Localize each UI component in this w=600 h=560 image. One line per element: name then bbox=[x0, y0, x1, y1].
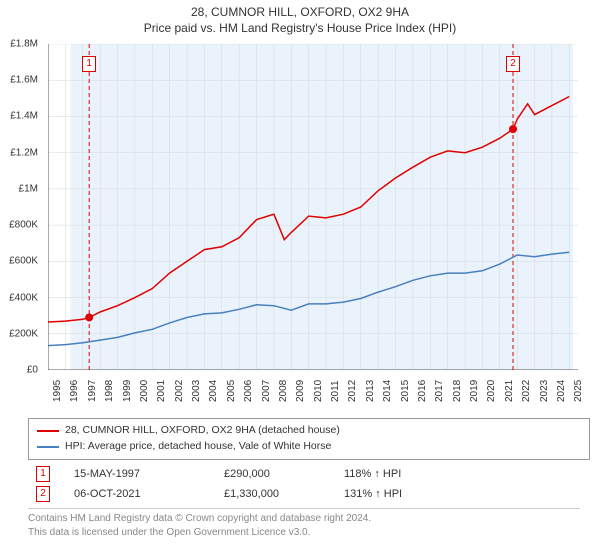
sale-hpi: 131% ↑ HPI bbox=[344, 488, 402, 500]
x-tick-label: 2009 bbox=[295, 380, 306, 402]
x-tick-label: 2023 bbox=[539, 380, 550, 402]
x-tick-label: 2006 bbox=[243, 380, 254, 402]
callout-2: 2 bbox=[506, 56, 520, 72]
y-tick-label: £400K bbox=[9, 292, 38, 303]
y-axis-labels: £0£200K£400K£600K£800K£1M£1.2M£1.4M£1.6M… bbox=[0, 44, 44, 370]
title-subtitle: Price paid vs. HM Land Registry's House … bbox=[0, 20, 600, 36]
x-tick-label: 1996 bbox=[69, 380, 80, 402]
y-tick-label: £1.4M bbox=[10, 111, 38, 122]
sale-hpi: 118% ↑ HPI bbox=[344, 468, 401, 480]
title-address: 28, CUMNOR HILL, OXFORD, OX2 9HA bbox=[0, 4, 600, 20]
sale-index: 1 bbox=[36, 466, 50, 482]
footer-line1: Contains HM Land Registry data © Crown c… bbox=[28, 512, 572, 526]
x-tick-label: 2004 bbox=[208, 380, 219, 402]
legend-swatch bbox=[37, 430, 59, 432]
legend-swatch bbox=[37, 446, 59, 448]
x-tick-label: 2015 bbox=[400, 380, 411, 402]
sales-table: 1 15-MAY-1997£290,000118% ↑ HPI 2 06-OCT-20… bbox=[28, 460, 580, 509]
x-tick-label: 2025 bbox=[573, 380, 584, 402]
y-tick-label: £0 bbox=[27, 365, 38, 376]
legend-label: 28, CUMNOR HILL, OXFORD, OX2 9HA (detach… bbox=[65, 423, 340, 439]
x-tick-label: 2008 bbox=[278, 380, 289, 402]
y-tick-label: £1.2M bbox=[10, 147, 38, 158]
sale-price: £290,000 bbox=[224, 468, 344, 480]
chart-title-block: 28, CUMNOR HILL, OXFORD, OX2 9HA Price p… bbox=[0, 0, 600, 36]
sale-index: 2 bbox=[36, 486, 50, 502]
y-tick-label: £600K bbox=[9, 256, 38, 267]
legend-row: 28, CUMNOR HILL, OXFORD, OX2 9HA (detach… bbox=[37, 423, 581, 439]
x-tick-label: 2012 bbox=[347, 380, 358, 402]
x-tick-label: 2021 bbox=[504, 380, 515, 402]
x-tick-label: 2020 bbox=[486, 380, 497, 402]
x-tick-label: 2022 bbox=[521, 380, 532, 402]
legend-row: HPI: Average price, detached house, Vale… bbox=[37, 439, 581, 455]
x-tick-label: 2003 bbox=[191, 380, 202, 402]
x-tick-label: 2014 bbox=[382, 380, 393, 402]
legend-box: 28, CUMNOR HILL, OXFORD, OX2 9HA (detach… bbox=[28, 418, 590, 460]
x-tick-label: 1999 bbox=[122, 380, 133, 402]
attribution-footer: Contains HM Land Registry data © Crown c… bbox=[28, 512, 572, 539]
x-tick-label: 2010 bbox=[313, 380, 324, 402]
x-tick-label: 2005 bbox=[226, 380, 237, 402]
sale-date: 06-OCT-2021 bbox=[74, 488, 224, 500]
chart-svg bbox=[48, 44, 578, 370]
x-tick-label: 1997 bbox=[87, 380, 98, 402]
legend-label: HPI: Average price, detached house, Vale… bbox=[65, 439, 331, 455]
chart-plot-area bbox=[48, 44, 578, 370]
y-tick-label: £200K bbox=[9, 328, 38, 339]
sale-date: 15-MAY-1997 bbox=[74, 468, 224, 480]
y-tick-label: £1M bbox=[19, 183, 38, 194]
y-tick-label: £1.8M bbox=[10, 39, 38, 50]
x-tick-label: 1998 bbox=[104, 380, 115, 402]
x-tick-label: 2024 bbox=[556, 380, 567, 402]
x-tick-label: 2016 bbox=[417, 380, 428, 402]
x-axis-labels: 1995 1996 1997 1998 1999 2000 2001 2002 2003 2004… bbox=[48, 372, 578, 412]
sale-price: £1,330,000 bbox=[224, 488, 344, 500]
x-tick-label: 2011 bbox=[330, 380, 341, 402]
callout-1: 1 bbox=[82, 56, 96, 72]
sale-row: 1 15-MAY-1997£290,000118% ↑ HPI bbox=[36, 466, 580, 482]
x-tick-label: 2002 bbox=[174, 380, 185, 402]
x-tick-label: 2001 bbox=[156, 380, 167, 402]
x-tick-label: 2019 bbox=[469, 380, 480, 402]
sale-row: 2 06-OCT-2021£1,330,000131% ↑ HPI bbox=[36, 486, 580, 502]
x-tick-label: 2000 bbox=[139, 380, 150, 402]
y-tick-label: £800K bbox=[9, 220, 38, 231]
x-tick-label: 2018 bbox=[452, 380, 463, 402]
x-tick-label: 2013 bbox=[365, 380, 376, 402]
footer-line2: This data is licensed under the Open Gov… bbox=[28, 526, 572, 540]
y-tick-label: £1.6M bbox=[10, 75, 38, 86]
x-tick-label: 2017 bbox=[434, 380, 445, 402]
x-tick-label: 2007 bbox=[261, 380, 272, 402]
x-tick-label: 1995 bbox=[52, 380, 63, 402]
